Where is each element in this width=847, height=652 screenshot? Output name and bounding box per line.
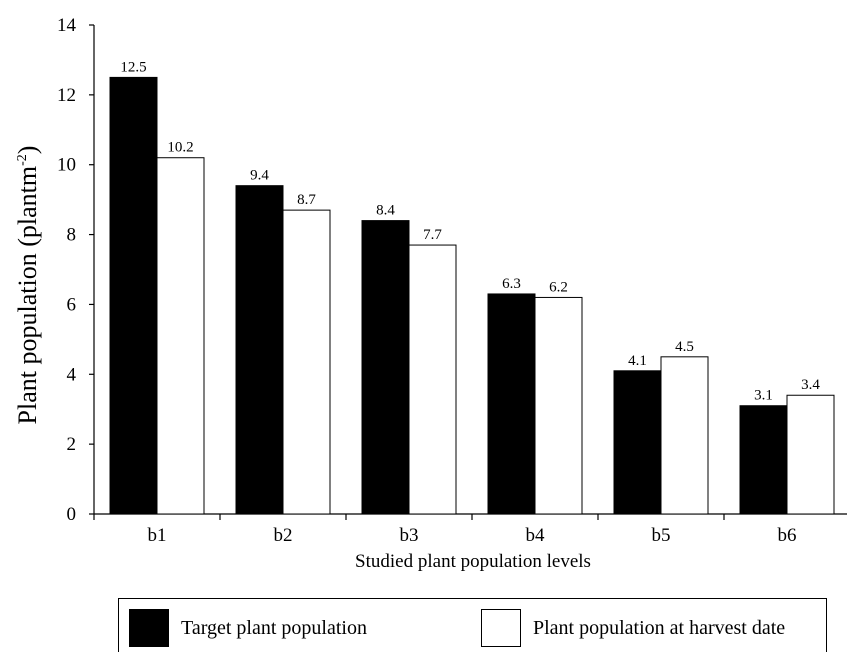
bar-target	[235, 185, 284, 515]
bar-target	[109, 76, 158, 515]
legend-swatch-target	[129, 609, 169, 647]
bar-harvest	[282, 209, 331, 515]
x-tick-label: b3	[400, 525, 419, 546]
bar-harvest	[534, 296, 583, 515]
bars	[109, 76, 835, 515]
y-tick-label: 6	[67, 294, 77, 315]
bar-chart: 0 2 4 6 8 10 12 14 b1 b2 b3 b4 b5 b6 12.5 9.4 8.4 6.3 4.…	[13, 15, 847, 572]
data-label: 4.5	[675, 339, 694, 355]
data-label: 6.3	[502, 276, 521, 292]
y-axis-title-close: )	[13, 146, 42, 155]
legend-label-target: Target plant population	[181, 616, 367, 639]
x-axis-title: Studied plant population levels	[355, 551, 591, 572]
data-label: 7.7	[423, 227, 442, 243]
legend-item-harvest: Plant population at harvest date	[481, 609, 785, 647]
y-axis-title: Plant population (plantm-2)	[13, 146, 42, 425]
x-tick-label: b1	[148, 525, 167, 546]
legend: Target plant population Plant population…	[118, 598, 827, 652]
y-axis: 0 2 4 6 8 10 12 14	[57, 15, 95, 525]
data-label: 3.1	[754, 388, 773, 404]
data-label: 6.2	[549, 279, 568, 295]
y-tick-label: 10	[57, 155, 76, 176]
legend-item-target: Target plant population	[129, 609, 367, 647]
y-tick-label: 4	[67, 364, 77, 385]
x-tick-label: b4	[526, 525, 546, 546]
bar-harvest	[660, 356, 709, 515]
y-axis-title-main: Plant population (plantm	[13, 166, 42, 425]
data-label: 12.5	[120, 59, 146, 75]
data-labels: 12.5 9.4 8.4 6.3 4.1 3.1 10.2 8.7 7.7 6.2 4.5 3.4	[120, 59, 820, 403]
bar-harvest	[156, 157, 205, 515]
y-tick-label: 12	[57, 85, 76, 106]
data-label: 4.1	[628, 353, 647, 369]
bar-harvest	[786, 394, 835, 515]
data-label: 9.4	[250, 168, 269, 184]
bar-target	[739, 405, 788, 515]
x-tick-label: b6	[778, 525, 797, 546]
bar-target	[487, 293, 536, 515]
bar-target	[613, 370, 662, 515]
y-tick-label: 0	[67, 504, 77, 525]
data-label: 3.4	[801, 377, 820, 393]
data-label: 10.2	[167, 140, 193, 156]
legend-label-harvest: Plant population at harvest date	[533, 616, 786, 639]
data-label: 8.7	[297, 192, 316, 208]
x-tick-label: b5	[652, 525, 671, 546]
y-tick-label: 8	[67, 225, 77, 246]
y-axis-title-superscript: -2	[15, 154, 30, 166]
x-axis: b1 b2 b3 b4 b5 b6	[93, 513, 847, 546]
bar-harvest	[408, 244, 457, 515]
data-label: 8.4	[376, 203, 395, 219]
legend-swatch-harvest	[481, 609, 521, 647]
bar-target	[361, 220, 410, 515]
y-tick-label: 14	[57, 15, 77, 36]
x-tick-label: b2	[274, 525, 293, 546]
y-tick-label: 2	[67, 434, 77, 455]
